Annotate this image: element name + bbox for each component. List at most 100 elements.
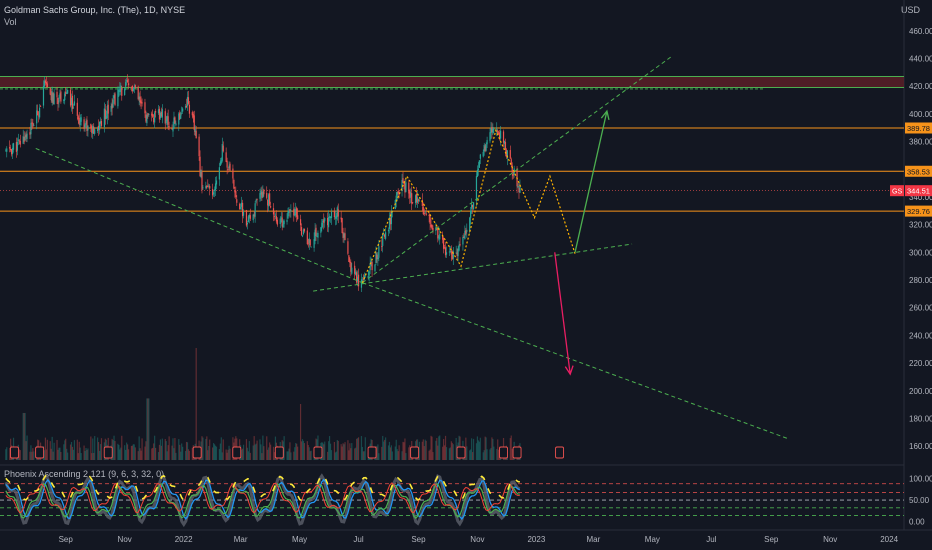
candle-body (471, 204, 473, 209)
volume-bar (158, 444, 161, 460)
volume-bar (384, 439, 386, 460)
candle-body (118, 90, 120, 92)
volume-bar (71, 446, 74, 460)
volume-bar (362, 451, 364, 460)
candle-body (195, 130, 197, 139)
volume-bar (482, 452, 484, 460)
candle-body (65, 91, 67, 94)
candle-body (347, 241, 349, 254)
volume-bar (476, 436, 479, 460)
volume-bar (343, 444, 345, 460)
candle-body (424, 212, 426, 214)
volume-bar (299, 404, 302, 460)
candles (5, 74, 521, 293)
indicator-legend[interactable]: Phoenix Ascending 2.121 (9, 6, 3, 32, 0) (4, 469, 165, 479)
candle-body (330, 211, 333, 219)
candle-body (430, 224, 432, 227)
candle-body (86, 119, 88, 132)
volume-bar (439, 435, 441, 460)
volume-bar (50, 448, 52, 460)
volume-bar (164, 439, 166, 460)
candle-body (456, 252, 458, 256)
volume-bar (126, 442, 128, 460)
volume-bar (186, 442, 189, 460)
candle-body (226, 160, 228, 168)
earnings-marker-icon (103, 446, 113, 459)
volume-bar (469, 450, 471, 460)
symbol-legend[interactable]: Goldman Sachs Group, Inc. (The), 1D, NYS… (4, 5, 186, 15)
candle-body (83, 119, 85, 129)
candle-body (498, 133, 500, 135)
volume-bar (6, 447, 8, 460)
candle-body (341, 218, 343, 233)
indicator-tick-label: 50.00 (909, 496, 930, 505)
candle-body (273, 216, 276, 217)
volume-bar (171, 445, 173, 460)
candle-body (241, 202, 244, 217)
candle-body (328, 216, 331, 218)
candle-body (389, 217, 392, 225)
candle-body (415, 193, 418, 203)
volume-bar (308, 447, 310, 460)
volume-bar (510, 435, 512, 460)
time-tick-label: Nov (823, 535, 837, 544)
volume-bar (79, 447, 81, 460)
candle-body (33, 125, 35, 126)
volume-bar (390, 445, 393, 460)
time-tick-label: Sep (764, 535, 779, 544)
trendline (35, 147, 363, 284)
candle-body (215, 180, 218, 185)
candle-body (63, 99, 65, 101)
volume-bar (187, 449, 190, 460)
volume-bar (133, 444, 135, 460)
candle-body (252, 214, 254, 221)
volume-bar (202, 437, 204, 460)
time-tick-label: Sep (411, 535, 426, 544)
volume-bar (146, 398, 148, 460)
volume-bar (354, 448, 356, 460)
volume-bar (294, 447, 296, 460)
price-tick-label: 340.00 (909, 193, 932, 202)
candle-body (253, 214, 255, 217)
volume-bar (261, 453, 263, 460)
volume-legend[interactable]: Vol (4, 17, 17, 27)
volume-bar (161, 438, 163, 460)
candle-body (174, 117, 176, 124)
volume-bar (432, 452, 434, 460)
volume-bars (5, 348, 521, 460)
volume-bar (229, 448, 231, 460)
candle-body (408, 182, 410, 194)
earnings-marker-icon (456, 446, 466, 459)
candle-body (489, 132, 491, 142)
candle-body (455, 252, 457, 254)
candle-body (240, 207, 242, 209)
volume-bar (97, 437, 99, 460)
candle-body (267, 199, 269, 206)
candle-body (219, 161, 221, 166)
candle-body (417, 199, 420, 202)
volume-bar (290, 452, 292, 460)
volume-bar (327, 451, 329, 460)
candle-body (469, 217, 471, 232)
candle-body (268, 194, 270, 207)
candle-body (493, 128, 495, 130)
candle-body (322, 220, 324, 223)
candle-body (98, 121, 101, 131)
candle-body (50, 94, 52, 101)
volume-bar (9, 447, 11, 460)
volume-bar (172, 438, 174, 460)
candle-body (92, 125, 94, 134)
price-tag-label: 389.78 (907, 124, 930, 133)
candle-body (148, 114, 150, 115)
candle-body (193, 115, 195, 130)
volume-bar (443, 438, 445, 460)
candle-body (504, 141, 507, 150)
candle-body (132, 88, 134, 91)
symbol-tag-label: GS (892, 189, 902, 196)
volume-bar (132, 444, 134, 460)
volume-bar (377, 444, 379, 460)
currency-label: USD (900, 5, 920, 15)
earnings-marker-icon (313, 446, 323, 459)
volume-bar (466, 446, 468, 460)
